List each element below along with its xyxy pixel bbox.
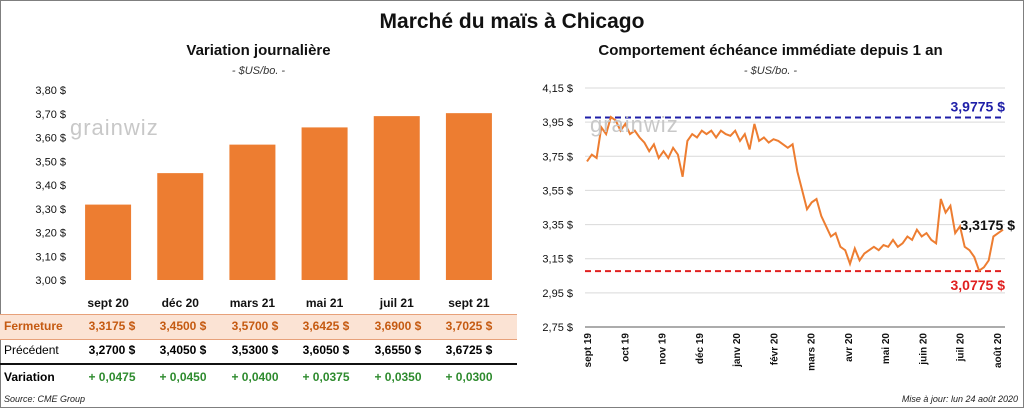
y-tick-label: 2,95 $ — [542, 288, 573, 300]
x-tick-label: sept 19 — [583, 333, 594, 368]
previous-value: 3,6550 $ — [374, 343, 422, 357]
watermark-right: grainwiz — [590, 112, 679, 137]
x-tick-label: juin 20 — [918, 333, 929, 366]
x-tick-label: févr 20 — [769, 333, 780, 366]
bar — [157, 173, 204, 280]
y-tick-label: 3,35 $ — [542, 220, 573, 232]
last-label: 3,3175 $ — [961, 217, 1016, 233]
row-previous: Précédent 3,2700 $ 3,4050 $ 3,5300 $ 3,6… — [0, 339, 517, 365]
y-tick-label: 3,00 $ — [35, 275, 66, 287]
previous-value: 3,6725 $ — [445, 343, 493, 357]
y-tick-label: 4,15 $ — [542, 83, 573, 95]
close-value: 3,3175 $ — [88, 319, 136, 333]
previous-value: 3,6050 $ — [302, 343, 350, 357]
y-tick-label: 3,10 $ — [35, 251, 66, 263]
variation-value: + 0,0375 — [302, 370, 350, 384]
x-tick-label: mars 21 — [230, 296, 276, 310]
close-value: 3,4500 $ — [159, 319, 207, 333]
previous-value: 3,5300 $ — [231, 343, 279, 357]
x-tick-label: janv 20 — [732, 333, 743, 368]
variation-value: + 0,0300 — [445, 370, 493, 384]
variation-label: Variation — [4, 370, 55, 384]
x-tick-label: oct 19 — [620, 333, 631, 362]
bar — [85, 204, 132, 280]
y-tick-label: 3,80 $ — [35, 85, 66, 97]
main-title: Marché du maïs à Chicago — [379, 10, 645, 33]
close-value: 3,7025 $ — [445, 319, 493, 333]
previous-value: 3,2700 $ — [88, 343, 136, 357]
update-note: Mise à jour: lun 24 août 2020 — [901, 394, 1018, 404]
right-panel-title: Comportement échéance immédiate depuis 1… — [598, 42, 943, 59]
x-tick-label: sept 21 — [448, 296, 490, 310]
x-tick-label: juil 21 — [379, 296, 414, 310]
bar — [301, 127, 348, 280]
y-tick-label: 3,95 $ — [542, 117, 573, 129]
line-chart: 2,75 $ 2,95 $ 3,15 $ 3,35 $ 3,55 $ 3,75 $ 3,95… — [542, 83, 1016, 371]
x-tick-label: déc 19 — [695, 333, 706, 365]
y-tick-label: 3,55 $ — [542, 185, 573, 197]
close-value: 3,5700 $ — [231, 319, 279, 333]
y-tick-label: 3,30 $ — [35, 204, 66, 216]
bar — [373, 116, 420, 280]
price-line — [586, 115, 1004, 273]
high-label: 3,9775 $ — [951, 98, 1006, 114]
left-panel-subtitle: - $US/bo. - — [231, 65, 286, 77]
x-tick-label: avr 20 — [844, 333, 855, 362]
close-value: 3,6900 $ — [374, 319, 422, 333]
y-tick-label: 3,15 $ — [542, 254, 573, 266]
x-tick-label: juil 20 — [956, 333, 967, 363]
previous-label: Précédent — [4, 343, 59, 357]
bar — [445, 113, 492, 280]
bar-chart: 3,00 $ 3,10 $ 3,20 $ 3,30 $ 3,40 $ 3,50 $ 3,60… — [35, 85, 492, 310]
left-panel-title: Variation journalière — [186, 42, 331, 59]
x-tick-label: déc 20 — [162, 296, 200, 310]
y-tick-label: 2,75 $ — [542, 322, 573, 334]
variation-value: + 0,0450 — [159, 370, 207, 384]
previous-value: 3,4050 $ — [159, 343, 207, 357]
x-tick-label: mai 21 — [306, 296, 344, 310]
close-value: 3,6425 $ — [302, 319, 350, 333]
variation-value: + 0,0350 — [374, 370, 422, 384]
right-panel-subtitle: - $US/bo. - — [743, 65, 798, 77]
variation-value: + 0,0475 — [88, 370, 136, 384]
x-tick-label: sept 20 — [87, 296, 129, 310]
bar — [229, 144, 276, 280]
y-tick-label: 3,20 $ — [35, 228, 66, 240]
close-label: Fermeture — [4, 319, 63, 333]
row-variation: Variation + 0,0475 + 0,0450 + 0,0400 + 0… — [0, 366, 517, 390]
x-tick-label: mars 20 — [807, 333, 818, 371]
y-tick-label: 3,50 $ — [35, 156, 66, 168]
y-tick-label: 3,40 $ — [35, 180, 66, 192]
source-note: Source: CME Group — [4, 394, 86, 404]
y-tick-label: 3,70 $ — [35, 109, 66, 121]
variation-value: + 0,0400 — [231, 370, 279, 384]
watermark-left: grainwiz — [70, 115, 159, 140]
row-close: Fermeture 3,3175 $ 3,4500 $ 3,5700 $ 3,6… — [0, 314, 517, 340]
x-tick-label: nov 19 — [658, 333, 669, 365]
y-tick-label: 3,75 $ — [542, 151, 573, 163]
x-tick-label: août 20 — [993, 333, 1004, 368]
x-tick-label: mai 20 — [881, 333, 892, 365]
y-tick-label: 3,60 $ — [35, 133, 66, 145]
low-label: 3,0775 $ — [951, 277, 1006, 293]
